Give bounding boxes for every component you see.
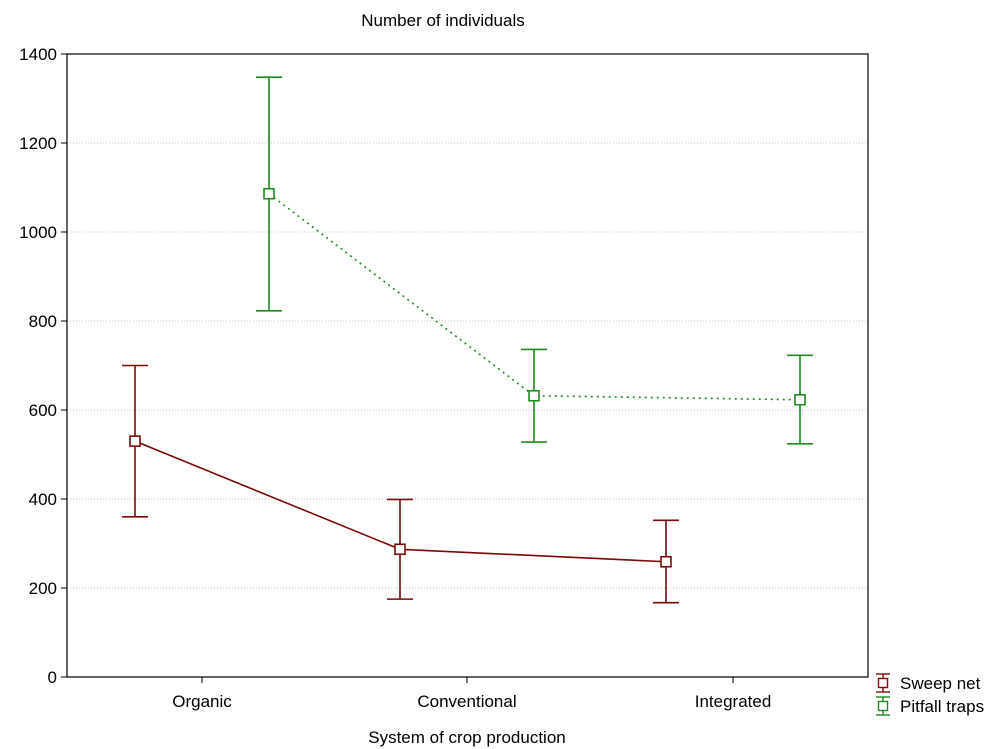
x-tick-label: Organic bbox=[172, 692, 232, 711]
legend-marker bbox=[877, 700, 889, 712]
y-tick-label: 200 bbox=[29, 579, 57, 598]
y-axis: 0 200 400 600 800 1000 1200 1400 bbox=[19, 45, 67, 687]
x-tick-label: Conventional bbox=[417, 692, 516, 711]
legend-marker bbox=[877, 677, 889, 689]
legend-label: Pitfall traps bbox=[900, 697, 984, 716]
y-tick-label: 0 bbox=[48, 668, 57, 687]
plot-area-border bbox=[66, 53, 869, 678]
x-tick-label: Integrated bbox=[695, 692, 772, 711]
legend-item: Pitfall traps bbox=[876, 696, 984, 716]
y-tick-label: 400 bbox=[29, 490, 57, 509]
x-axis-title: System of crop production bbox=[368, 728, 565, 747]
series-line bbox=[268, 193, 801, 401]
data-point bbox=[394, 543, 406, 556]
data-point bbox=[263, 187, 275, 200]
y-tick-label: 800 bbox=[29, 312, 57, 331]
x-axis: Organic Conventional Integrated bbox=[172, 677, 771, 711]
legend-item: Sweep net bbox=[876, 673, 981, 693]
legend-label: Sweep net bbox=[900, 674, 981, 693]
series-layer bbox=[122, 76, 813, 604]
data-point bbox=[129, 435, 141, 447]
chart-title: Number of individuals bbox=[361, 11, 524, 30]
y-tick-label: 1400 bbox=[19, 45, 57, 64]
series-pitfall-traps bbox=[256, 76, 813, 445]
y-tick-label: 1200 bbox=[19, 134, 57, 153]
data-point bbox=[528, 389, 540, 402]
series-sweep-net bbox=[122, 364, 679, 604]
data-point bbox=[794, 393, 806, 406]
y-tick-label: 600 bbox=[29, 401, 57, 420]
data-point bbox=[660, 555, 672, 568]
grid-lines bbox=[67, 142, 868, 589]
y-tick-label: 1000 bbox=[19, 223, 57, 242]
legend: Sweep net Pitfall traps bbox=[876, 673, 984, 716]
